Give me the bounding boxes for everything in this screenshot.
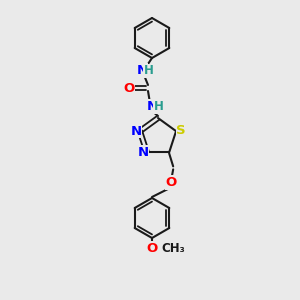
Text: CH₃: CH₃ (161, 242, 185, 256)
Text: N: N (130, 124, 142, 138)
Text: H: H (144, 64, 154, 77)
Text: O: O (123, 82, 135, 94)
Text: N: N (137, 146, 148, 159)
Text: H: H (154, 100, 164, 113)
Text: O: O (146, 242, 158, 254)
Text: O: O (166, 176, 177, 189)
Text: N: N (136, 64, 148, 76)
Text: N: N (146, 100, 158, 112)
Text: S: S (176, 124, 186, 136)
